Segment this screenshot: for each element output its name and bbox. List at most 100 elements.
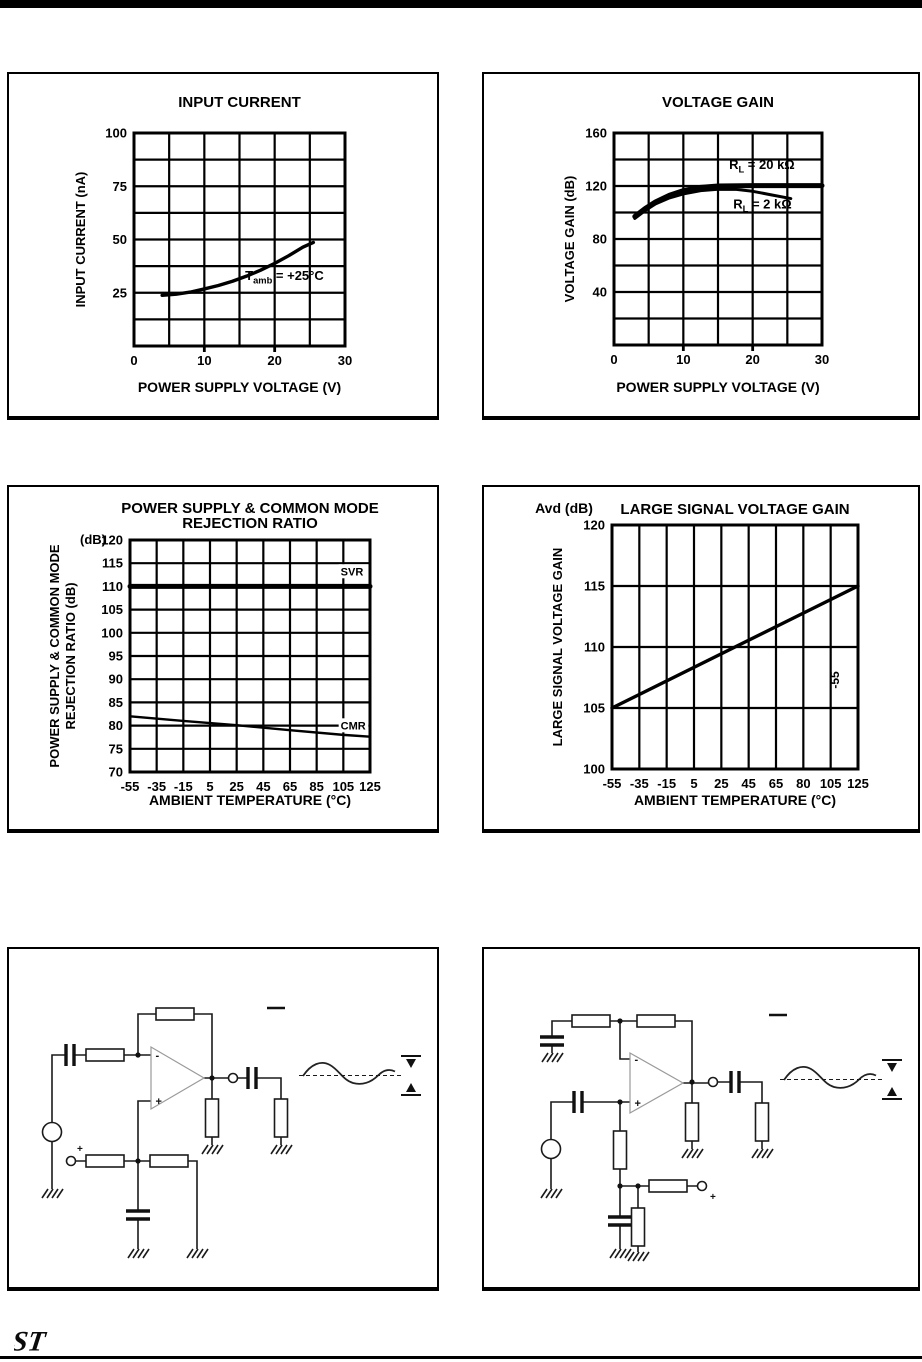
annotation: -55 — [828, 671, 842, 689]
bottom-rule — [0, 1356, 922, 1359]
x-tick-label: 20 — [745, 352, 759, 367]
y-tick-label: 75 — [109, 741, 123, 756]
ground-icon — [541, 1052, 564, 1063]
arrow-up-icon — [406, 1083, 416, 1092]
x-axis-label: AMBIENT TEMPERATURE (°C) — [634, 792, 836, 808]
x-tick-label: 105 — [820, 776, 842, 791]
junction-dot — [617, 1018, 623, 1024]
x-tick-label: 20 — [267, 353, 281, 368]
top-rule — [0, 0, 922, 8]
x-axis-label: POWER SUPPLY VOLTAGE (V) — [616, 379, 819, 395]
ground-icon — [201, 1144, 224, 1155]
input-current-chart: 0 10 20 30 25 50 75 100 INPUT CURRENT POWER SUPPL… — [73, 94, 352, 395]
ground-icon — [681, 1148, 704, 1159]
output-terminal — [707, 1076, 719, 1088]
resistor — [630, 1207, 646, 1247]
chart-title: POWER SUPPLY & COMMON MODE — [121, 500, 379, 517]
junction-dot — [617, 1183, 623, 1189]
x-axis-label: AMBIENT TEMPERATURE (°C) — [149, 792, 351, 808]
x-tick-label: 80 — [796, 776, 810, 791]
resistor — [204, 1098, 220, 1138]
y-tick-label: 80 — [593, 232, 607, 247]
sine-wave — [783, 1066, 877, 1089]
x-tick-label: -15 — [657, 776, 676, 791]
arrow-down-icon — [406, 1059, 416, 1068]
panel-input-current: 0 10 20 30 25 50 75 100 INPUT CURRENT POWER SUPPL… — [7, 72, 439, 420]
wires — [550, 1020, 763, 1252]
y-tick-label: 160 — [585, 126, 607, 141]
series-0 — [632, 183, 825, 219]
x-tick-label: 65 — [283, 779, 297, 794]
arrow-down-icon — [887, 1063, 897, 1072]
y-tick-label: 105 — [583, 701, 605, 716]
annotation: (dB) — [80, 532, 106, 547]
st-logo-text: ST — [14, 1327, 49, 1358]
panel-test-circuit-noninverting: - + + — [482, 947, 920, 1291]
x-tick-label: 30 — [338, 353, 352, 368]
x-tick-label: 125 — [847, 776, 869, 791]
opamp-minus-label: - — [156, 1050, 160, 1062]
y-tick-label: 120 — [585, 179, 607, 194]
opamp — [629, 1051, 685, 1115]
y-tick-label: 120 — [101, 533, 123, 548]
x-tick-label: 65 — [769, 776, 783, 791]
y-tick-label: 100 — [583, 762, 605, 777]
resistor — [571, 1014, 611, 1028]
x-tick-label: -35 — [630, 776, 649, 791]
y-tick-label: 75 — [113, 179, 127, 194]
x-tick-label: -15 — [174, 779, 193, 794]
input-current-content: 0 10 20 30 25 50 75 100 INPUT CURRENT POWER SUPPL… — [73, 94, 352, 395]
terminal-plus-label: + — [77, 1144, 83, 1155]
psrr-cmrr-chart: -55 -35 -15 5 25 45 65 85 105 125 70 75 80 85 90 95 100 1… — [47, 500, 381, 808]
large-signal-voltage-gain-content: -55 -35 -15 5 25 45 65 80 105 125 100 105 110 115 120 L… — [535, 500, 869, 808]
st-logo: ST — [14, 1327, 49, 1358]
panel-psrr-cmrr: -55 -35 -15 5 25 45 65 85 105 125 70 75 80 85 90 95 100 1… — [7, 485, 439, 833]
capacitor — [572, 1089, 584, 1115]
psrr-cmrr-content: -55 -35 -15 5 25 45 65 85 105 125 70 75 80 85 90 95 100 1… — [47, 500, 381, 808]
chart-title: REJECTION RATIO — [182, 515, 318, 532]
junction-dot — [135, 1158, 141, 1164]
resistor — [85, 1048, 125, 1062]
arrow-up-icon — [887, 1087, 897, 1096]
x-tick-label: 25 — [229, 779, 243, 794]
chart-title: VOLTAGE GAIN — [662, 94, 774, 111]
capacitor — [64, 1042, 76, 1068]
resistor — [612, 1130, 628, 1170]
y-tick-label: 85 — [109, 695, 123, 710]
signal-source — [540, 1138, 562, 1160]
y-tick-label: 100 — [105, 126, 127, 141]
x-axis-label: POWER SUPPLY VOLTAGE (V) — [138, 379, 341, 395]
ground-icon — [41, 1188, 64, 1199]
capacitor — [606, 1215, 634, 1227]
series-0 — [160, 240, 316, 298]
load-resistor — [754, 1102, 770, 1142]
output-capacitor — [246, 1065, 258, 1091]
x-tick-label: 105 — [332, 779, 354, 794]
x-tick-label: 45 — [741, 776, 755, 791]
resistor — [85, 1154, 125, 1168]
x-tick-label: -55 — [603, 776, 622, 791]
annotation: SVR — [341, 566, 364, 578]
opamp-plus-label: + — [156, 1096, 162, 1108]
y-tick-label: 90 — [109, 672, 123, 687]
panel-voltage-gain: 0 10 20 30 40 80 120 160 VOLTAGE GAIN POWER SUPPL… — [482, 72, 920, 420]
series-0 — [610, 584, 860, 710]
x-tick-label: 125 — [359, 779, 381, 794]
voltage-gain-content: 0 10 20 30 40 80 120 160 VOLTAGE GAIN POWER SUPPL… — [562, 94, 829, 395]
annotation: Tamb = +25°C — [245, 268, 324, 286]
input-terminal — [65, 1155, 77, 1167]
x-tick-label: 10 — [676, 352, 690, 367]
panel-test-circuit-inverting: - + + — [7, 947, 439, 1291]
load-resistor — [273, 1098, 289, 1138]
series-1 — [128, 715, 372, 738]
y-axis-label: REJECTION RATIO (dB) — [63, 582, 78, 729]
x-tick-label: 0 — [130, 353, 137, 368]
y-tick-label: 110 — [102, 579, 123, 594]
annotation: RL = 2 kΩ — [733, 197, 791, 215]
signal-source — [41, 1121, 63, 1143]
ground-icon — [270, 1144, 293, 1155]
y-tick-label: 115 — [584, 579, 605, 594]
capacitor — [538, 1035, 566, 1047]
y-tick-label: 120 — [583, 518, 605, 533]
x-tick-label: -35 — [147, 779, 166, 794]
